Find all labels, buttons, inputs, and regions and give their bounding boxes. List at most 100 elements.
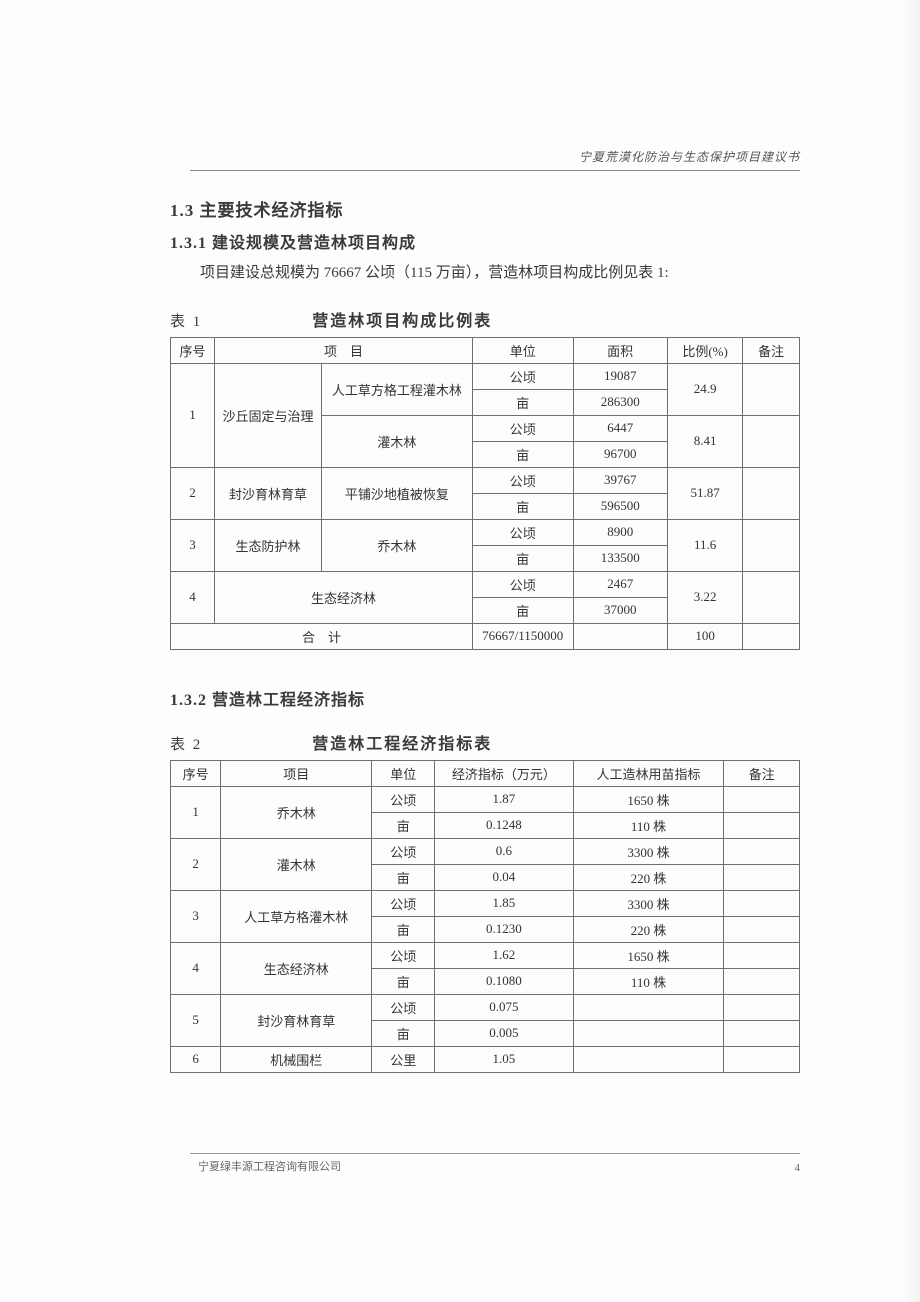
t1-g1-s2-u2: 亩 (472, 441, 573, 467)
t1-g4-a1: 2467 (573, 571, 667, 597)
t1-g3-cat: 生态防护林 (215, 519, 322, 571)
t1-g1-s1-remark (743, 363, 800, 415)
t2-r2-m1: 3300 株 (573, 838, 724, 864)
t1-g2-sub-name: 平铺沙地植被恢复 (321, 467, 472, 519)
footer-company: 宁夏绿丰源工程咨询有限公司 (198, 1158, 341, 1174)
t1-g4-a2: 37000 (573, 597, 667, 623)
table-row: 6 机械围栏 公里 1.05 (171, 1046, 800, 1072)
t2-r4-e2: 0.1080 (435, 968, 573, 994)
t2-r2-e2: 0.04 (435, 864, 573, 890)
heading-1-3-2: 1.3.2 营造林工程经济指标 (170, 686, 800, 710)
t1-g3-seq: 3 (171, 519, 215, 571)
t1-g1-s1-u2: 亩 (472, 389, 573, 415)
t2-r5-seq: 5 (171, 994, 221, 1046)
t2-r1-e2: 0.1248 (435, 812, 573, 838)
t2-r2-seq: 2 (171, 838, 221, 890)
t2-r4-m2: 110 株 (573, 968, 724, 994)
t2-r6-rem (724, 1046, 800, 1072)
table-row: 2 灌木林 公顷 0.6 3300 株 (171, 838, 800, 864)
t1-g4-remark (743, 571, 800, 623)
t1-g1-s1-ratio: 24.9 (667, 363, 742, 415)
table-row: 1 乔木林 公顷 1.87 1650 株 (171, 786, 800, 812)
table2: 序号 项目 单位 经济指标（万元） 人工造林用苗指标 备注 1 乔木林 公顷 1… (170, 760, 800, 1073)
t2-r2-rem1 (724, 838, 800, 864)
t1-g3-a2: 133500 (573, 545, 667, 571)
t1-g1-s2-ratio: 8.41 (667, 415, 742, 467)
t2-r6-u1: 公里 (372, 1046, 435, 1072)
t1-g2-u1: 公顷 (472, 467, 573, 493)
table2-label: 表 2 (170, 733, 202, 754)
t2-col-seq: 序号 (171, 760, 221, 786)
t1-g1-s2-u1: 公顷 (472, 415, 573, 441)
t2-r2-u2: 亩 (372, 864, 435, 890)
t1-g1-s2-a1: 6447 (573, 415, 667, 441)
t2-r6-m1 (573, 1046, 724, 1072)
t1-g2-remark (743, 467, 800, 519)
t2-r5-name: 封沙育林育草 (221, 994, 372, 1046)
table-row: 3 人工草方格灌木林 公顷 1.85 3300 株 (171, 890, 800, 916)
heading-1-3-1: 1.3.1 建设规模及营造林项目构成 (170, 229, 800, 253)
t2-r3-name: 人工草方格灌木林 (221, 890, 372, 942)
table1: 序号 项 目 单位 面积 比例(%) 备注 1 沙丘固定与治理 人工草方格工程灌… (170, 337, 800, 650)
t2-col-seedling: 人工造林用苗指标 (573, 760, 724, 786)
t1-g2-ratio: 51.87 (667, 467, 742, 519)
t2-r3-rem1 (724, 890, 800, 916)
table1-label: 表 1 (170, 310, 202, 331)
t1-g1-cat: 沙丘固定与治理 (215, 363, 322, 467)
t2-r3-m2: 220 株 (573, 916, 724, 942)
table2-title: 营造林工程经济指标表 (312, 730, 492, 754)
t2-r1-rem1 (724, 786, 800, 812)
t2-r4-m1: 1650 株 (573, 942, 724, 968)
t2-r1-u2: 亩 (372, 812, 435, 838)
t2-r2-m2: 220 株 (573, 864, 724, 890)
t1-g4-u2: 亩 (472, 597, 573, 623)
t1-g1-s1-name: 人工草方格工程灌木林 (321, 363, 472, 415)
t1-g2-seq: 2 (171, 467, 215, 519)
t2-r5-e1: 0.075 (435, 994, 573, 1020)
t2-r5-e2: 0.005 (435, 1020, 573, 1046)
t1-g3-ratio: 11.6 (667, 519, 742, 571)
t2-r1-u1: 公顷 (372, 786, 435, 812)
t1-g3-a1: 8900 (573, 519, 667, 545)
t2-r1-name: 乔木林 (221, 786, 372, 838)
table1-col-area: 面积 (573, 337, 667, 363)
t1-total-ratio: 100 (667, 623, 742, 649)
t2-r2-name: 灌木林 (221, 838, 372, 890)
t1-g2-a1: 39767 (573, 467, 667, 493)
t2-r5-u2: 亩 (372, 1020, 435, 1046)
t1-g1-s2-name: 灌木林 (321, 415, 472, 467)
t2-r3-e1: 1.85 (435, 890, 573, 916)
t1-g1-s2-a2: 96700 (573, 441, 667, 467)
page-right-shadow (900, 0, 920, 1302)
t1-g4-cat: 生态经济林 (215, 571, 473, 623)
t2-r5-m2 (573, 1020, 724, 1046)
t2-r3-rem2 (724, 916, 800, 942)
t2-r3-u1: 公顷 (372, 890, 435, 916)
t1-g2-cat: 封沙育林育草 (215, 467, 322, 519)
t2-r5-u1: 公顷 (372, 994, 435, 1020)
t1-g3-u1: 公顷 (472, 519, 573, 545)
t1-g3-remark (743, 519, 800, 571)
t1-g1-s1-a1: 19087 (573, 363, 667, 389)
t1-g2-u2: 亩 (472, 493, 573, 519)
table1-title: 营造林项目构成比例表 (312, 307, 492, 331)
t2-r1-m2: 110 株 (573, 812, 724, 838)
table-row: 5 封沙育林育草 公顷 0.075 (171, 994, 800, 1020)
t2-r3-u2: 亩 (372, 916, 435, 942)
t2-r2-rem2 (724, 864, 800, 890)
header-rule (190, 170, 800, 171)
t2-r5-rem1 (724, 994, 800, 1020)
t1-g1-seq: 1 (171, 363, 215, 467)
t2-r3-seq: 3 (171, 890, 221, 942)
table1-col-item: 项 目 (215, 337, 473, 363)
t1-g3-sub-name: 乔木林 (321, 519, 472, 571)
table-row: 4 生态经济林 公顷 1.62 1650 株 (171, 942, 800, 968)
t2-r1-seq: 1 (171, 786, 221, 838)
table1-col-ratio: 比例(%) (667, 337, 742, 363)
t1-g1-s2-remark (743, 415, 800, 467)
t2-r6-e1: 1.05 (435, 1046, 573, 1072)
t1-g1-s1-u1: 公顷 (472, 363, 573, 389)
table-row: 3 生态防护林 乔木林 公顷 8900 11.6 (171, 519, 800, 545)
table-row: 序号 项目 单位 经济指标（万元） 人工造林用苗指标 备注 (171, 760, 800, 786)
t1-total-remark (743, 623, 800, 649)
